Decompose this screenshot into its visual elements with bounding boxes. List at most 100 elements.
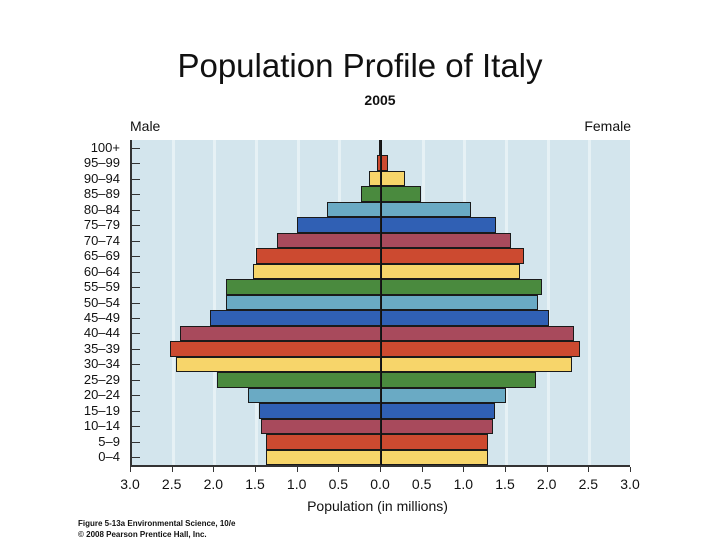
female-bar: [380, 372, 536, 388]
x-tick-label: 1.0: [286, 476, 307, 492]
y-tick: [132, 147, 140, 149]
male-bar: [276, 232, 381, 249]
male-bar: [259, 403, 381, 419]
x-tick: [588, 467, 590, 472]
male-bar: [265, 449, 381, 465]
male-bar: [260, 418, 381, 435]
x-tick-label: 2.5: [161, 476, 182, 492]
female-bar: [380, 434, 488, 450]
male-bar: [216, 372, 381, 388]
y-tick: [132, 256, 140, 258]
x-tick-label: 0.5: [328, 476, 349, 492]
male-bar: [175, 356, 381, 373]
female-bar: [380, 170, 406, 187]
x-tick: [255, 467, 256, 472]
age-group-label: 90–94: [83, 170, 120, 186]
female-label: Female: [584, 118, 631, 134]
age-group-label: 60–64: [83, 263, 120, 279]
y-tick: [132, 287, 140, 289]
female-bar: [380, 356, 572, 373]
x-axis-title: Population (in millions): [307, 498, 448, 514]
y-tick: [132, 457, 140, 459]
x-tick-label: 0.5: [411, 476, 432, 492]
male-bar: [248, 387, 381, 404]
pyramid-plot-area: [130, 140, 630, 467]
female-bar: [380, 418, 493, 435]
y-tick: [132, 379, 140, 381]
female-bar: [380, 248, 525, 264]
age-group-label: 85–89: [83, 186, 120, 202]
female-bar: [380, 325, 575, 342]
male-bar: [180, 325, 381, 342]
age-group-label: 0–4: [98, 449, 120, 465]
age-group-label: 25–29: [83, 371, 120, 387]
x-tick: [296, 467, 298, 472]
female-bar: [380, 294, 538, 311]
y-tick: [132, 426, 140, 428]
age-group-label: 30–34: [83, 356, 120, 372]
figure-caption: Figure 5-13a Environmental Science, 10/e: [78, 519, 236, 528]
gridline: [588, 140, 592, 465]
gridline: [213, 140, 217, 465]
x-tick-label: 3.0: [120, 476, 140, 492]
male-bar: [296, 217, 381, 233]
female-bar: [380, 387, 506, 404]
male-label: Male: [130, 118, 161, 134]
age-group-label: 80–84: [83, 201, 120, 217]
female-bar: [380, 186, 421, 202]
male-bar: [360, 186, 381, 202]
x-tick-label: 1.5: [245, 476, 265, 492]
slide-title: Population Profile of Italy: [177, 47, 543, 84]
y-tick: [132, 410, 140, 412]
x-tick-label: 1.5: [495, 476, 515, 492]
age-group-label: 55–59: [83, 279, 120, 295]
zero-axis-line: [381, 140, 382, 465]
age-group-label: 95–99: [83, 155, 120, 171]
y-tick: [132, 209, 140, 211]
age-group-label: 15–19: [83, 402, 120, 418]
copyright-caption: © 2008 Pearson Prentice Hall, Inc.: [78, 530, 207, 539]
y-tick: [132, 364, 140, 366]
male-bar: [210, 310, 381, 326]
gridline: [171, 140, 175, 465]
x-tick-label: 3.0: [620, 476, 640, 492]
y-tick: [132, 302, 140, 304]
y-tick: [132, 348, 140, 350]
y-tick: [132, 271, 140, 273]
male-bar: [326, 201, 381, 218]
age-group-label: 40–44: [83, 325, 120, 341]
male-bar: [265, 434, 381, 450]
x-tick: [171, 467, 173, 472]
y-tick: [132, 395, 140, 397]
age-group-label: 5–9: [98, 433, 120, 449]
age-group-label: 35–39: [83, 340, 120, 356]
x-tick: [213, 467, 215, 472]
female-bar: [380, 217, 496, 233]
x-tick: [505, 467, 506, 472]
y-tick: [132, 225, 140, 227]
male-bar: [225, 279, 381, 295]
y-tick: [132, 194, 140, 196]
y-tick: [132, 333, 140, 335]
x-tick: [338, 467, 340, 472]
x-tick-label: 2.0: [203, 476, 224, 492]
female-bar: [380, 201, 471, 218]
x-tick: [546, 467, 548, 472]
male-bar: [253, 263, 381, 280]
female-bar: [380, 310, 550, 326]
female-bar: [380, 232, 511, 249]
male-bar: [170, 341, 381, 357]
female-bar: [380, 279, 542, 295]
y-tick: [132, 163, 140, 165]
female-bar: [380, 155, 388, 171]
female-bar: [380, 263, 521, 280]
age-group-label: 45–49: [83, 309, 120, 325]
female-bar: [380, 341, 581, 357]
y-tick: [132, 178, 140, 180]
x-tick-label: 2.0: [536, 476, 557, 492]
age-group-label: 10–14: [83, 418, 120, 434]
y-tick: [132, 240, 140, 242]
x-tick: [380, 467, 381, 472]
age-group-label: 65–69: [83, 248, 120, 264]
age-group-label: 70–74: [83, 232, 120, 248]
